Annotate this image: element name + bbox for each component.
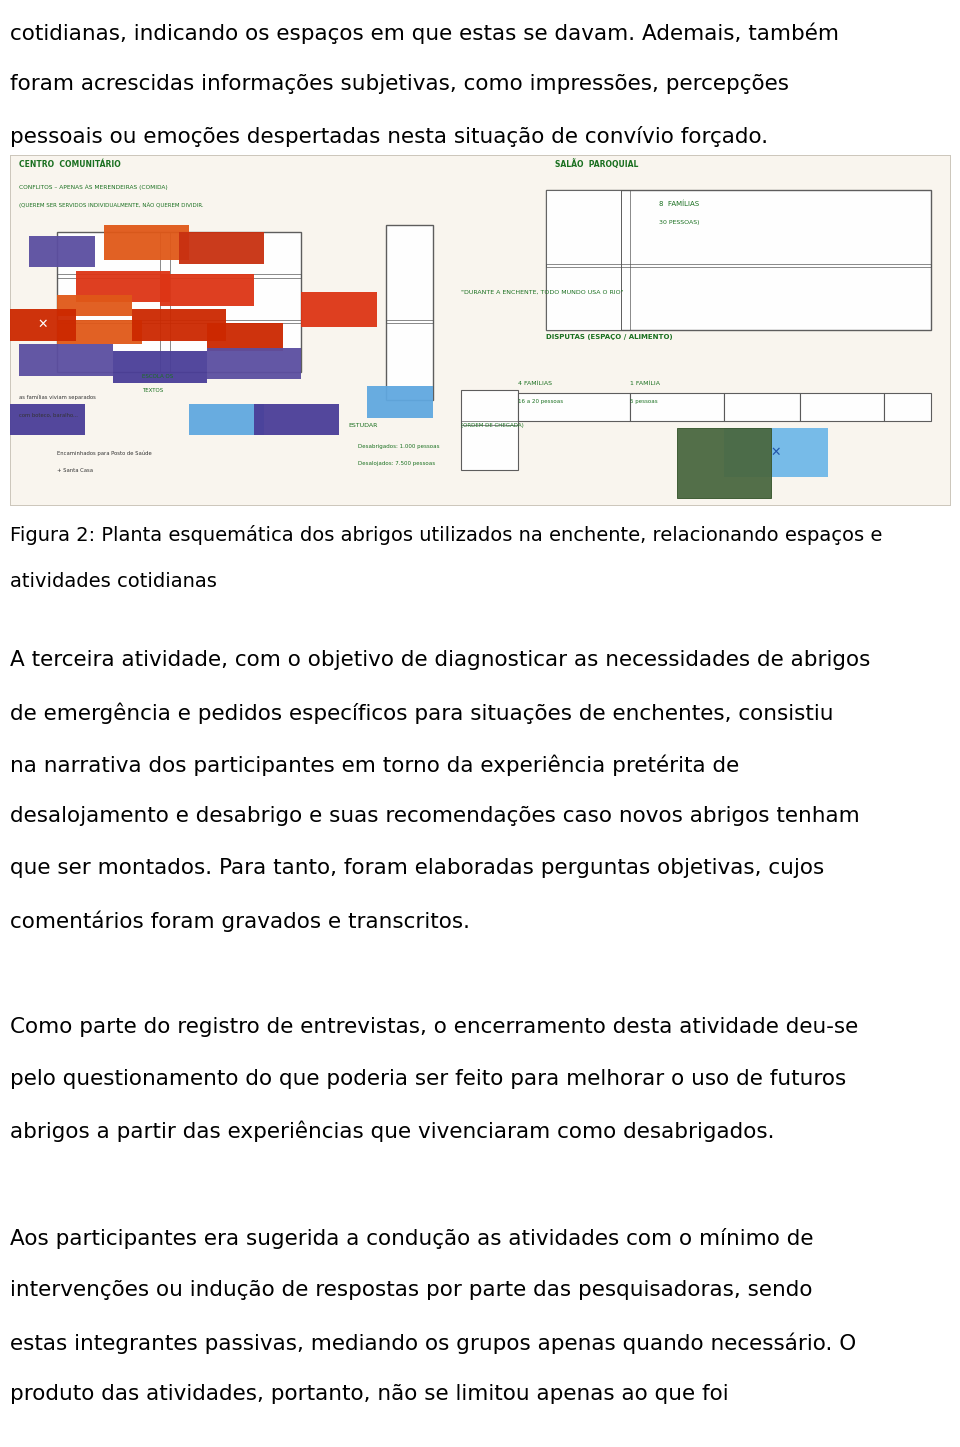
FancyBboxPatch shape bbox=[113, 352, 207, 382]
Text: + Santa Casa: + Santa Casa bbox=[57, 469, 93, 473]
Text: ESTUDAR: ESTUDAR bbox=[348, 423, 378, 428]
Text: atividades cotidianas: atividades cotidianas bbox=[10, 572, 217, 590]
Text: pelo questionamento do que poderia ser feito para melhorar o uso de futuros: pelo questionamento do que poderia ser f… bbox=[10, 1069, 847, 1090]
Text: DISPUTAS (ESPAÇO / ALIMENTO): DISPUTAS (ESPAÇO / ALIMENTO) bbox=[546, 334, 672, 340]
FancyBboxPatch shape bbox=[132, 310, 227, 340]
FancyBboxPatch shape bbox=[301, 291, 376, 327]
FancyBboxPatch shape bbox=[10, 155, 950, 505]
Text: Desalojados: 7.500 pessoas: Desalojados: 7.500 pessoas bbox=[358, 462, 435, 466]
FancyBboxPatch shape bbox=[57, 320, 142, 344]
Text: 8  FAMÍLIAS: 8 FAMÍLIAS bbox=[659, 201, 699, 207]
FancyBboxPatch shape bbox=[254, 404, 339, 436]
Text: desalojamento e desabrigo e suas recomendações caso novos abrigos tenham: desalojamento e desabrigo e suas recomen… bbox=[10, 806, 860, 826]
Text: foram acrescidas informações subjetivas, como impressões, percepções: foram acrescidas informações subjetivas,… bbox=[10, 74, 789, 94]
Text: ESCOLA OS: ESCOLA OS bbox=[142, 373, 173, 379]
FancyBboxPatch shape bbox=[517, 394, 631, 421]
FancyBboxPatch shape bbox=[180, 232, 264, 263]
Text: Encaminhados para Posto de Saúde: Encaminhados para Posto de Saúde bbox=[57, 450, 152, 456]
Text: ✕: ✕ bbox=[771, 446, 781, 459]
Text: de emergência e pedidos específicos para situações de enchentes, consistiu: de emergência e pedidos específicos para… bbox=[10, 702, 833, 724]
Text: as famílias viviam separados: as famílias viviam separados bbox=[19, 395, 96, 399]
FancyBboxPatch shape bbox=[57, 295, 132, 315]
Text: Figura 2: Planta esquemática dos abrigos utilizados na enchente, relacionando es: Figura 2: Planta esquemática dos abrigos… bbox=[10, 525, 882, 546]
Text: 1 FAMÍLIA: 1 FAMÍLIA bbox=[631, 381, 660, 386]
Text: A terceira atividade, com o objetivo de diagnosticar as necessidades de abrigos: A terceira atividade, com o objetivo de … bbox=[10, 650, 871, 670]
Text: Como parte do registro de entrevistas, o encerramento desta atividade deu-se: Como parte do registro de entrevistas, o… bbox=[10, 1017, 858, 1037]
FancyBboxPatch shape bbox=[207, 323, 282, 352]
Text: pessoais ou emoções despertadas nesta situação de convívio forçado.: pessoais ou emoções despertadas nesta si… bbox=[10, 126, 768, 148]
Text: 4 FAMÍLIAS: 4 FAMÍLIAS bbox=[517, 381, 552, 386]
FancyBboxPatch shape bbox=[367, 386, 433, 418]
Text: CENTRO  COMUNITÁRIO: CENTRO COMUNITÁRIO bbox=[19, 161, 121, 169]
Text: 5 pessoas: 5 pessoas bbox=[631, 398, 658, 404]
Text: estas integrantes passivas, mediando os grupos apenas quando necessário. O: estas integrantes passivas, mediando os … bbox=[10, 1333, 856, 1353]
Text: 30 PESSOAS): 30 PESSOAS) bbox=[659, 220, 699, 224]
Text: comentários foram gravados e transcritos.: comentários foram gravados e transcritos… bbox=[10, 910, 470, 932]
Text: Desabrigados: 1.000 pessoas: Desabrigados: 1.000 pessoas bbox=[358, 444, 440, 449]
FancyBboxPatch shape bbox=[188, 404, 264, 436]
FancyBboxPatch shape bbox=[725, 428, 828, 478]
FancyBboxPatch shape bbox=[10, 310, 76, 340]
FancyBboxPatch shape bbox=[76, 271, 170, 302]
Text: cotidianas, indicando os espaços em que estas se davam. Ademais, também: cotidianas, indicando os espaços em que … bbox=[10, 22, 839, 43]
FancyBboxPatch shape bbox=[10, 404, 85, 436]
FancyBboxPatch shape bbox=[546, 190, 621, 330]
Text: CONFLITOS – APENAS ÀS MERENDEIRAS (COMIDA): CONFLITOS – APENAS ÀS MERENDEIRAS (COMID… bbox=[19, 184, 168, 190]
FancyBboxPatch shape bbox=[29, 236, 95, 268]
Text: produto das atividades, portanto, não se limitou apenas ao que foi: produto das atividades, portanto, não se… bbox=[10, 1383, 729, 1404]
Text: Aos participantes era sugerida a condução as atividades com o mínimo de: Aos participantes era sugerida a conduçã… bbox=[10, 1229, 813, 1249]
Text: (QUEREM SER SERVIDOS INDIVIDUALMENTE, NÃO QUEREM DIVIDIR.: (QUEREM SER SERVIDOS INDIVIDUALMENTE, NÃ… bbox=[19, 201, 204, 207]
FancyBboxPatch shape bbox=[10, 155, 950, 505]
FancyBboxPatch shape bbox=[800, 394, 884, 421]
FancyBboxPatch shape bbox=[461, 389, 517, 470]
FancyBboxPatch shape bbox=[386, 224, 433, 399]
Text: ✕: ✕ bbox=[37, 318, 48, 331]
FancyBboxPatch shape bbox=[57, 232, 301, 372]
Text: que ser montados. Para tanto, foram elaboradas perguntas objetivas, cujos: que ser montados. Para tanto, foram elab… bbox=[10, 858, 825, 878]
Text: na narrativa dos participantes em torno da experiência pretérita de: na narrativa dos participantes em torno … bbox=[10, 754, 739, 776]
Text: 16 a 20 pessoas: 16 a 20 pessoas bbox=[517, 398, 563, 404]
Text: abrigos a partir das experiências que vivenciaram como desabrigados.: abrigos a partir das experiências que vi… bbox=[10, 1121, 775, 1143]
Text: "DURANTE A ENCHENTE, TODO MUNDO USA O RIO": "DURANTE A ENCHENTE, TODO MUNDO USA O RI… bbox=[461, 289, 624, 295]
FancyBboxPatch shape bbox=[546, 190, 931, 330]
Text: SALÃO  PAROQUIAL: SALÃO PAROQUIAL bbox=[555, 159, 638, 169]
FancyBboxPatch shape bbox=[884, 394, 931, 421]
Text: TEXTOS: TEXTOS bbox=[142, 388, 163, 394]
FancyBboxPatch shape bbox=[631, 394, 725, 421]
Text: com boteco, baralho...: com boteco, baralho... bbox=[19, 412, 79, 418]
FancyBboxPatch shape bbox=[725, 394, 800, 421]
FancyBboxPatch shape bbox=[160, 273, 254, 305]
Text: intervenções ou indução de respostas por parte das pesquisadoras, sendo: intervenções ou indução de respostas por… bbox=[10, 1281, 812, 1299]
FancyBboxPatch shape bbox=[104, 224, 188, 260]
Text: (ORDEM DE CHEGADA): (ORDEM DE CHEGADA) bbox=[461, 423, 524, 428]
FancyBboxPatch shape bbox=[19, 344, 113, 376]
FancyBboxPatch shape bbox=[207, 347, 301, 379]
FancyBboxPatch shape bbox=[678, 428, 772, 498]
